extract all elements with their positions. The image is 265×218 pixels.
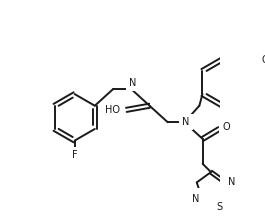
Text: O: O <box>261 55 265 65</box>
Text: S: S <box>217 203 223 212</box>
Text: N: N <box>182 117 190 127</box>
Text: HO: HO <box>105 105 120 115</box>
Text: N: N <box>192 194 199 204</box>
Text: N: N <box>228 177 236 187</box>
Text: F: F <box>72 150 77 160</box>
Text: O: O <box>222 122 230 132</box>
Text: N: N <box>129 78 137 88</box>
